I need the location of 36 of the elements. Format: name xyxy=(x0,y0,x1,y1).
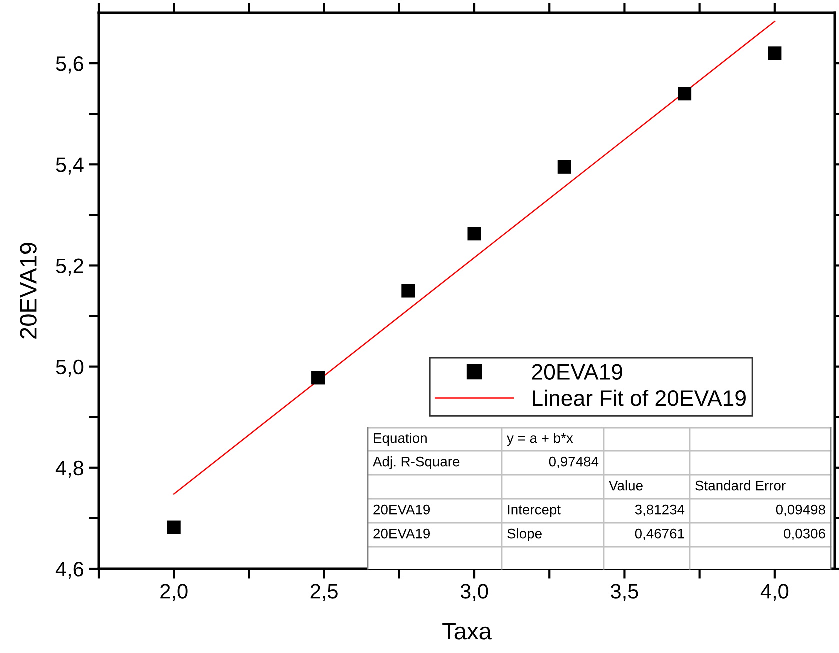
x-tick-label: 2,0 xyxy=(160,584,188,602)
annotation: Intercept xyxy=(508,505,561,518)
point xyxy=(468,227,482,241)
annotation: Slope xyxy=(508,528,542,542)
annotation: 0,0306 xyxy=(784,528,826,540)
point xyxy=(768,46,782,60)
annotation: 20EVA19 xyxy=(374,504,430,515)
annotation: Equation xyxy=(374,433,427,446)
y-tick-label: 5,4 xyxy=(56,158,84,175)
point xyxy=(402,284,416,298)
annotation: Value xyxy=(609,480,643,491)
y-tick-label: 4,8 xyxy=(56,460,84,478)
y-tick-label: 4,6 xyxy=(56,562,84,580)
point xyxy=(312,371,326,385)
legend-label: Linear Fit of 20EVA19 xyxy=(533,390,746,406)
x-tick-label: 4,0 xyxy=(760,584,789,602)
annotation: y = a + b*x xyxy=(507,433,574,446)
x-tick-label: 3,5 xyxy=(611,584,638,602)
x-tick-label: 2,5 xyxy=(310,584,338,602)
y-tick-label: 5,0 xyxy=(56,360,84,378)
annotation: 0,46761 xyxy=(635,528,684,540)
legend-label: 20EVA19 xyxy=(532,364,622,380)
point xyxy=(678,87,692,101)
annotation: 20EVA19 xyxy=(374,528,430,539)
annotation: Adj. R-Square xyxy=(373,456,460,470)
y-tick-label: 5,6 xyxy=(56,56,84,74)
annotation: Standard Error xyxy=(696,480,786,491)
annotation: 0,09498 xyxy=(776,504,826,516)
annotation: 3,81234 xyxy=(635,504,685,516)
x-axis-title: Taxa xyxy=(442,623,492,640)
point xyxy=(558,160,572,174)
y-axis-title: 20EVA19 xyxy=(20,243,37,339)
y-tick-label: 5,2 xyxy=(56,258,84,276)
annotation: 0,97484 xyxy=(549,456,599,468)
point xyxy=(167,520,181,534)
x-tick-label: 3,0 xyxy=(460,584,488,602)
